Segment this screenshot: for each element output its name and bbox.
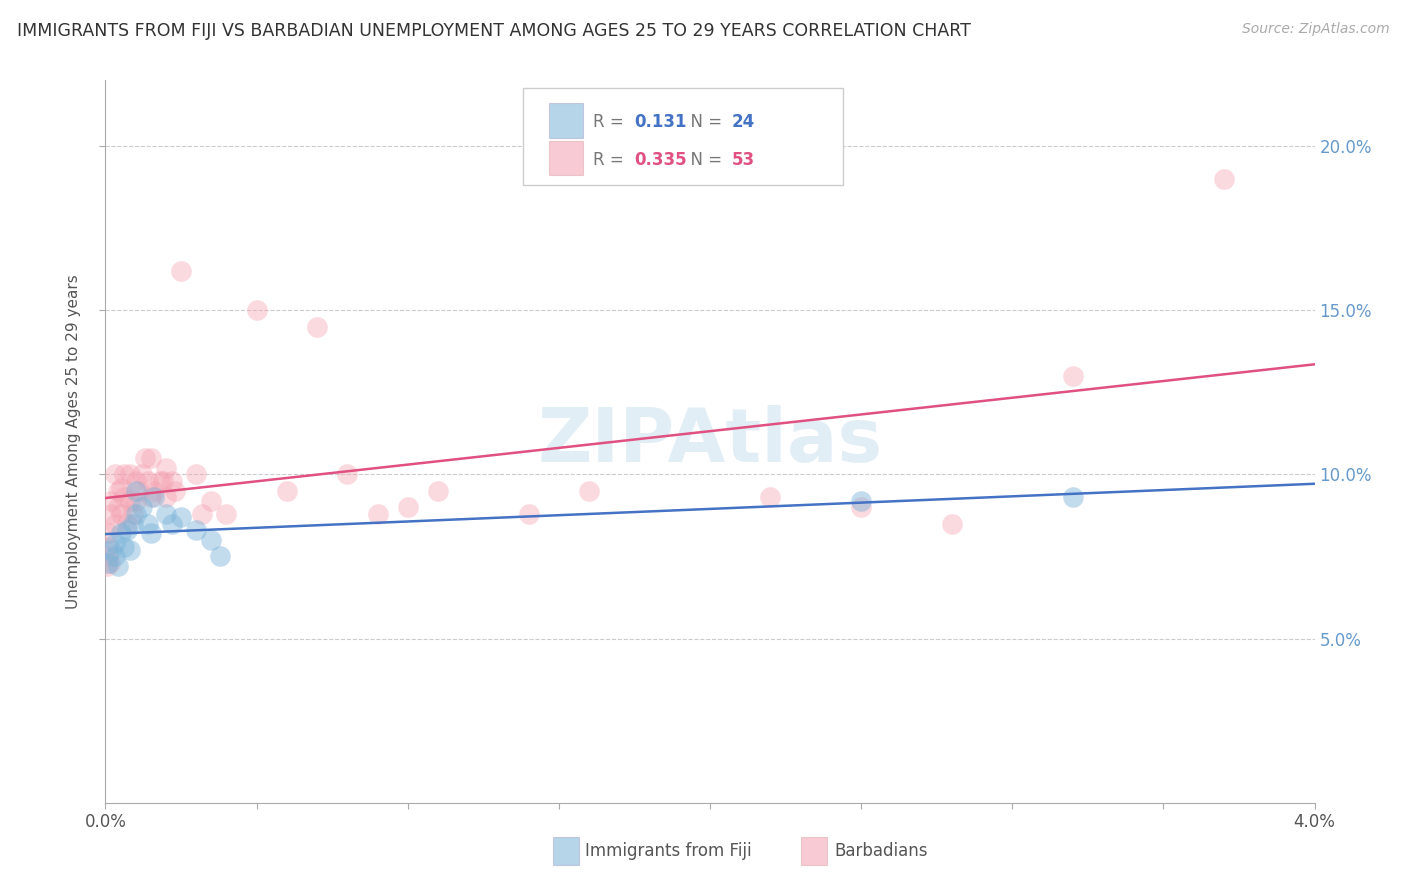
Point — [139, 450, 162, 465]
Point — [209, 549, 232, 564]
Point — [97, 526, 120, 541]
Text: 24: 24 — [731, 113, 755, 131]
Point — [124, 493, 148, 508]
FancyBboxPatch shape — [801, 838, 827, 865]
Point — [139, 526, 162, 541]
Point — [97, 549, 120, 564]
Point — [246, 303, 269, 318]
Point — [307, 319, 329, 334]
Point — [100, 507, 122, 521]
Point — [131, 500, 153, 515]
Point — [97, 540, 120, 554]
Point — [110, 481, 132, 495]
Point — [103, 516, 125, 531]
Point — [170, 510, 193, 524]
Point — [152, 474, 174, 488]
Point — [851, 500, 873, 515]
Point — [1062, 491, 1084, 505]
Point — [124, 474, 148, 488]
Point — [118, 493, 141, 508]
Point — [149, 474, 172, 488]
Point — [121, 507, 143, 521]
Point — [110, 507, 132, 521]
Text: ZIPAtlas: ZIPAtlas — [537, 405, 883, 478]
Point — [103, 549, 125, 564]
Point — [134, 450, 156, 465]
FancyBboxPatch shape — [550, 103, 583, 138]
Point — [276, 483, 298, 498]
Point — [139, 491, 162, 505]
Point — [136, 474, 159, 488]
Y-axis label: Unemployment Among Ages 25 to 29 years: Unemployment Among Ages 25 to 29 years — [66, 274, 82, 609]
Text: R =: R = — [593, 151, 628, 169]
Point — [124, 483, 148, 498]
Point — [136, 516, 159, 531]
Text: Barbadians: Barbadians — [835, 842, 928, 860]
Point — [142, 491, 165, 505]
Text: N =: N = — [681, 151, 727, 169]
Point — [98, 556, 121, 570]
Point — [200, 493, 222, 508]
Point — [215, 507, 238, 521]
FancyBboxPatch shape — [523, 87, 844, 185]
Point — [103, 536, 125, 550]
Point — [155, 507, 177, 521]
Point — [100, 542, 122, 557]
Point — [107, 559, 129, 574]
Point — [100, 493, 122, 508]
Point — [163, 483, 186, 498]
Point — [142, 483, 165, 498]
Text: 0.335: 0.335 — [634, 151, 686, 169]
Point — [107, 500, 129, 515]
Point — [112, 540, 135, 554]
Point — [96, 559, 118, 574]
Point — [121, 516, 143, 531]
Point — [110, 526, 132, 541]
Point — [128, 483, 150, 498]
Point — [186, 467, 208, 482]
Point — [115, 523, 138, 537]
FancyBboxPatch shape — [553, 838, 579, 865]
Point — [427, 483, 450, 498]
Text: 0.131: 0.131 — [634, 113, 686, 131]
Text: R =: R = — [593, 113, 628, 131]
Point — [107, 483, 129, 498]
Point — [124, 507, 148, 521]
Text: N =: N = — [681, 113, 727, 131]
Point — [759, 491, 782, 505]
Point — [1062, 368, 1084, 383]
Point — [112, 491, 135, 505]
FancyBboxPatch shape — [550, 141, 583, 176]
Point — [160, 516, 183, 531]
Point — [396, 500, 419, 515]
Text: IMMIGRANTS FROM FIJI VS BARBADIAN UNEMPLOYMENT AMONG AGES 25 TO 29 YEARS CORRELA: IMMIGRANTS FROM FIJI VS BARBADIAN UNEMPL… — [17, 22, 970, 40]
Point — [118, 542, 141, 557]
Point — [941, 516, 963, 531]
Point — [103, 467, 125, 482]
Point — [155, 460, 177, 475]
Point — [170, 264, 193, 278]
Point — [131, 467, 153, 482]
Point — [115, 516, 138, 531]
Text: Source: ZipAtlas.com: Source: ZipAtlas.com — [1241, 22, 1389, 37]
Point — [155, 491, 177, 505]
Point — [200, 533, 222, 547]
Text: Immigrants from Fiji: Immigrants from Fiji — [585, 842, 752, 860]
Point — [1213, 171, 1236, 186]
Point — [97, 556, 120, 570]
Point — [186, 523, 208, 537]
Point — [112, 467, 135, 482]
Point — [517, 507, 540, 521]
Point — [336, 467, 359, 482]
Point — [366, 507, 388, 521]
Point — [191, 507, 214, 521]
Point — [851, 493, 873, 508]
Text: 53: 53 — [731, 151, 755, 169]
Point — [578, 483, 600, 498]
Point — [160, 474, 183, 488]
Point — [118, 467, 141, 482]
